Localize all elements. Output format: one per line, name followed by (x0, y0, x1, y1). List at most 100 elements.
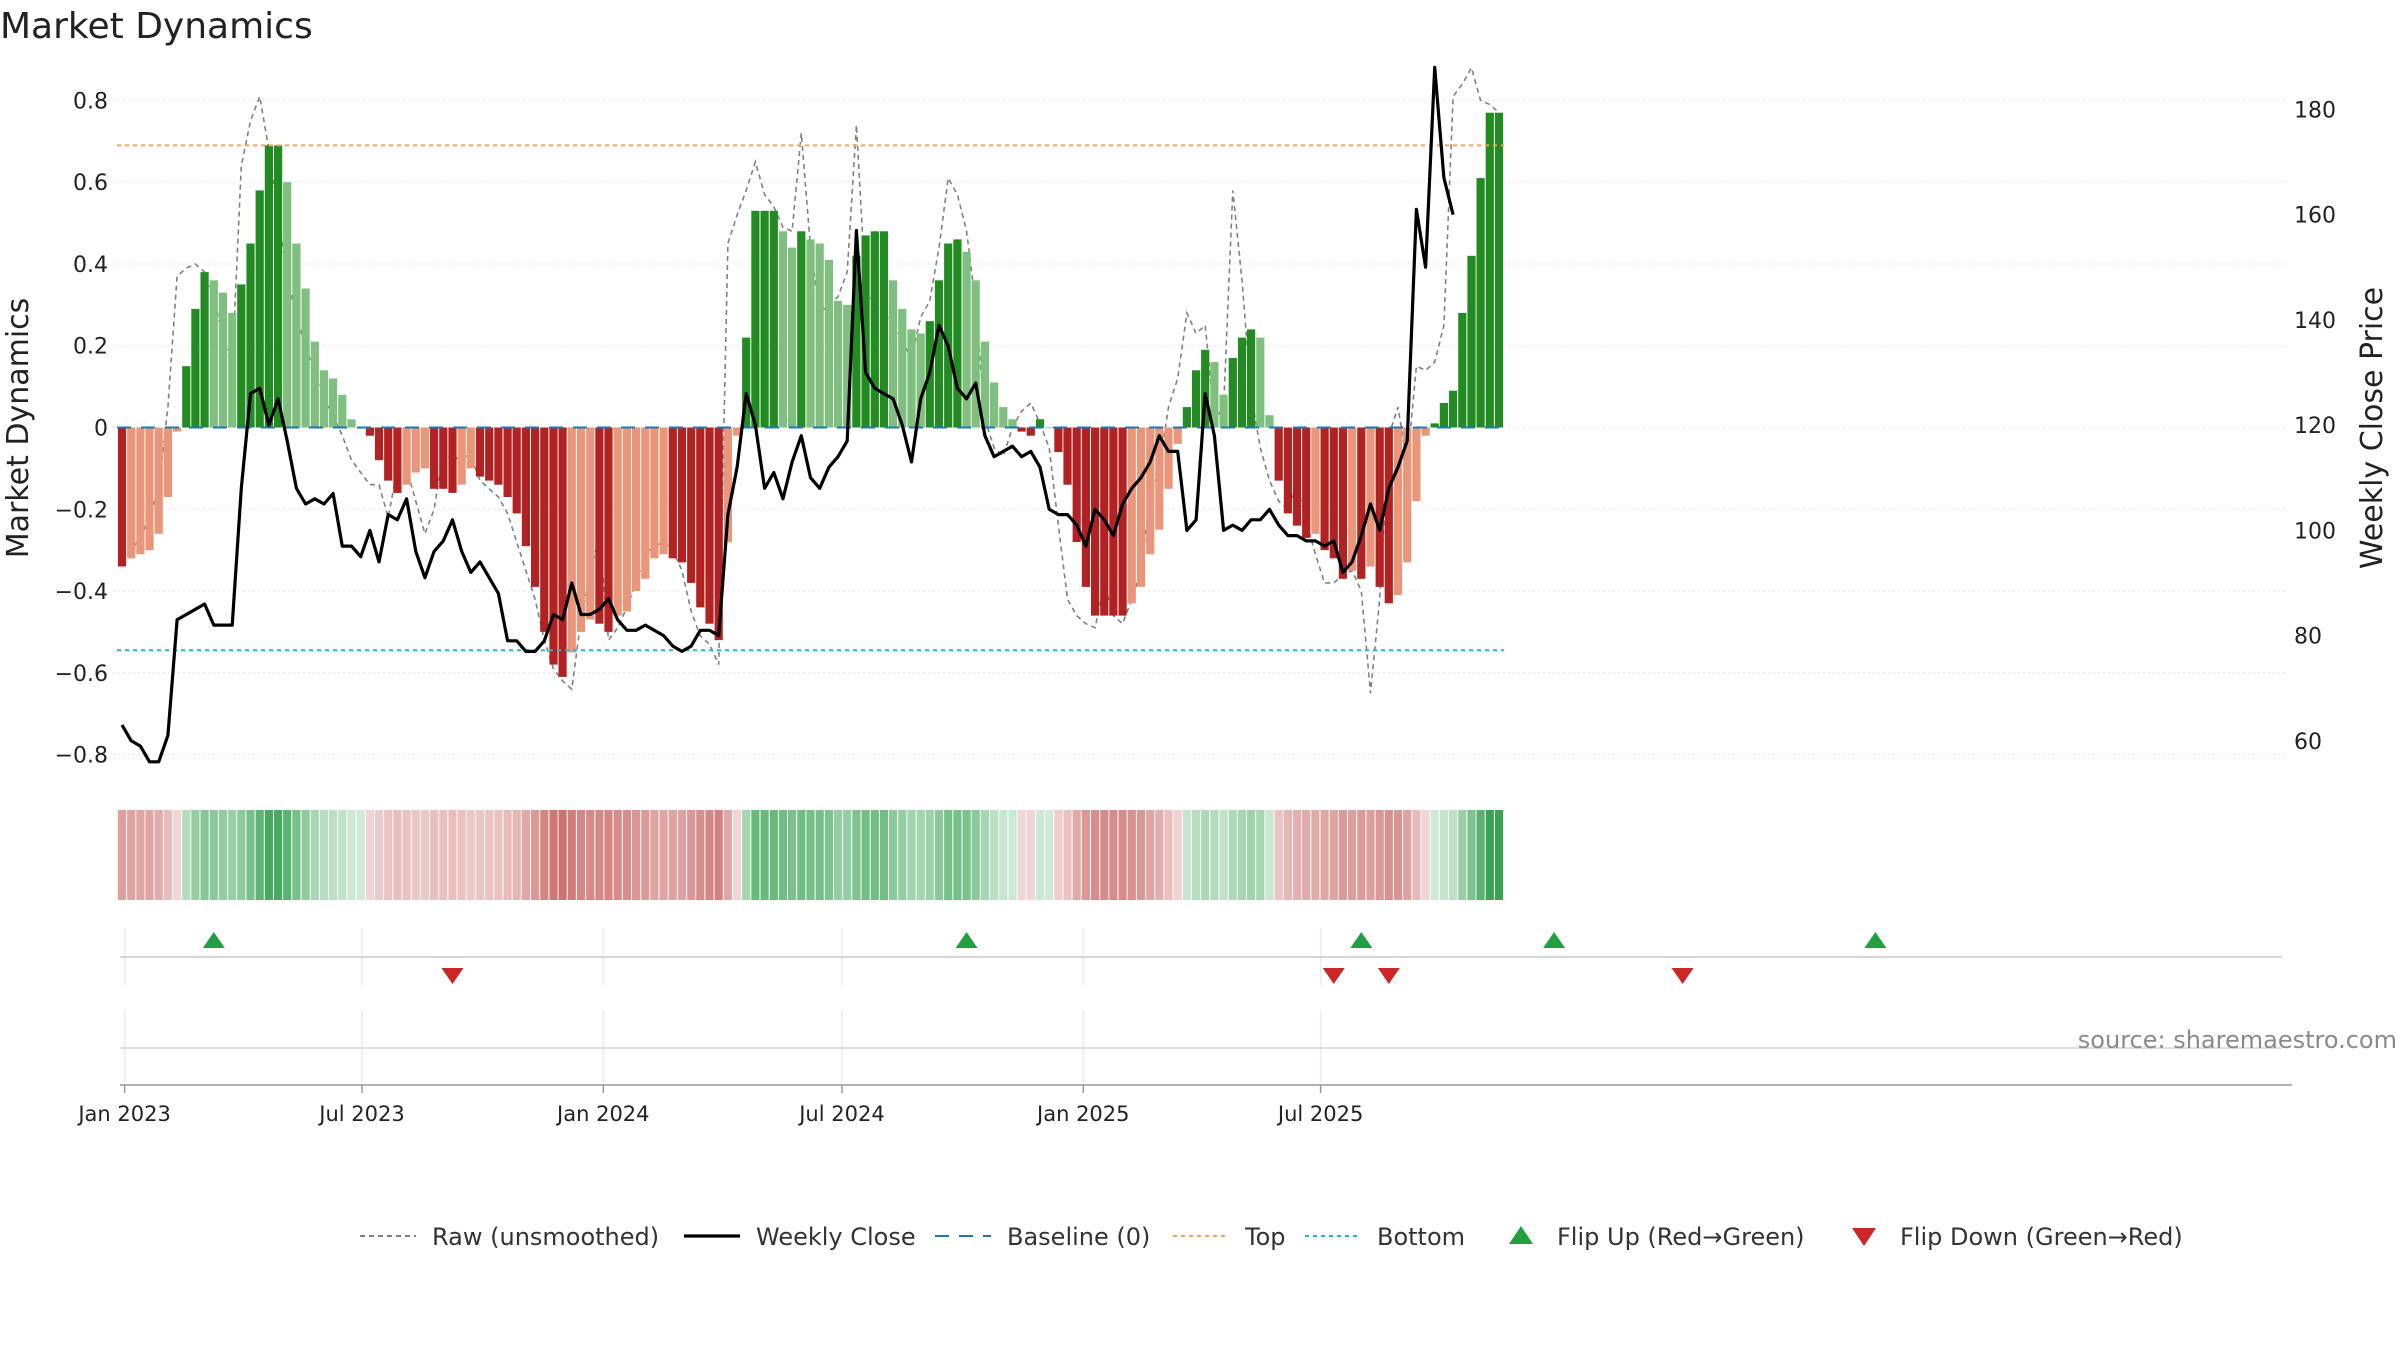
regime-strip-cell (439, 810, 448, 900)
regime-strip-cell (613, 810, 622, 900)
market-dynamics-bar (1127, 427, 1136, 604)
legend-item: Weekly Close (684, 1223, 916, 1251)
flip-down-marker (1671, 968, 1694, 984)
tick-labels: −0.8 −0.6 −0.4 −0.2 0 0.2 0.4 0.6 0.8 60 80 100 120 1… (55, 89, 2336, 768)
regime-strip-cell (200, 810, 209, 900)
regime-strip-cell (1127, 810, 1136, 900)
market-dynamics-bar (870, 231, 879, 428)
market-dynamics-bar (209, 280, 218, 428)
legend-label: Weekly Close (756, 1223, 916, 1251)
regime-strip-cell (650, 810, 659, 900)
regime-strip-cell (742, 810, 751, 900)
regime-strip-cell (1155, 810, 1164, 900)
regime-strip-cell (1366, 810, 1375, 900)
market-dynamics-bar (677, 427, 687, 563)
regime-strip-cell (999, 810, 1008, 900)
y2-tick-label: 120 (2294, 414, 2336, 439)
market-dynamics-bar (1192, 370, 1201, 428)
market-dynamics-bar (879, 231, 888, 428)
regime-strip-cell (329, 810, 338, 900)
y-tick-label: −0.8 (55, 744, 108, 769)
market-dynamics-bar (953, 239, 962, 428)
regime-strip-cell (714, 810, 723, 900)
market-dynamics-bar (448, 427, 457, 493)
market-dynamics-bar (824, 259, 833, 428)
regime-strip-cell (1485, 810, 1494, 900)
regime-strip-cell (549, 810, 558, 900)
market-dynamics-bar (1118, 427, 1127, 616)
market-dynamics-bar (503, 427, 512, 497)
regime-strip-cell (430, 810, 439, 900)
market-dynamics-bar (769, 210, 778, 428)
market-dynamics-bar (1008, 419, 1017, 428)
regime-strip-cell (1357, 810, 1366, 900)
regime-strip-cell (1035, 810, 1045, 900)
regime-strip-cell (1026, 810, 1035, 900)
market-dynamics-bar (246, 243, 255, 428)
regime-strip-cell (136, 810, 145, 900)
market-dynamics-bar (393, 427, 402, 493)
market-dynamics-bar (374, 427, 384, 461)
market-dynamics-bar (641, 427, 650, 579)
legend-item: Top (1173, 1223, 1286, 1251)
regime-strip-cell (1302, 810, 1311, 900)
regime-strip-cell (1008, 810, 1017, 900)
market-dynamics-bar (934, 280, 944, 428)
regime-strip-cell (733, 810, 742, 900)
regime-strip-cell (1219, 810, 1228, 900)
market-dynamics-bar (650, 427, 659, 559)
regime-strip-cell (889, 810, 898, 900)
regime-strip-cell (797, 810, 806, 900)
regime-strip-cell (1494, 810, 1504, 900)
regime-strip-cell (687, 810, 696, 900)
market-dynamics-bar (402, 427, 411, 485)
market-dynamics-bar (466, 427, 475, 469)
market-dynamics-bar (990, 382, 999, 428)
regime-strip-cell (264, 810, 273, 900)
y-tick-label: 0 (94, 417, 108, 442)
regime-strip-cell (1375, 810, 1384, 900)
market-dynamics-bar (971, 280, 980, 428)
market-dynamics-bar (154, 427, 163, 534)
market-dynamics-bar (1375, 427, 1384, 587)
regime-strip-cell (1136, 810, 1146, 900)
regime-strip-cell (1430, 810, 1439, 900)
legend-swatch-triangle-up (1509, 1226, 1533, 1244)
market-dynamics-bar (301, 288, 310, 428)
market-dynamics-bar (696, 427, 705, 608)
regime-strip-cell (1182, 810, 1191, 900)
regime-strip-cell (723, 810, 732, 900)
regime-strip-cell (788, 810, 797, 900)
regime-strip-cell (1228, 810, 1237, 900)
regime-strip-cell (971, 810, 980, 900)
regime-strip-cell (1476, 810, 1485, 900)
regime-strip-cell (962, 810, 971, 900)
flip-up-marker (1543, 932, 1566, 948)
regime-strip-cell (1292, 810, 1302, 900)
legend-item: Bottom (1305, 1223, 1465, 1251)
market-dynamics-bar (907, 329, 916, 428)
market-dynamics-bar (365, 427, 374, 436)
market-dynamics-bar (604, 427, 613, 632)
regime-strip-cell (1054, 810, 1063, 900)
regime-strip-cell (925, 810, 934, 900)
legend-item: Flip Down (Green→Red) (1852, 1223, 2183, 1251)
flip-up-marker (202, 932, 225, 948)
regime-strip-cell (228, 810, 237, 900)
regime-strip-cell (1164, 810, 1173, 900)
market-dynamics-bar (944, 243, 953, 428)
regime-strip-cell (218, 810, 228, 900)
flip-markers-panel (120, 932, 2282, 984)
market-dynamics-bar (200, 272, 209, 428)
market-dynamics-bar (1494, 112, 1504, 428)
market-dynamics-bar (1256, 337, 1265, 428)
market-dynamics-bar (1091, 427, 1100, 616)
regime-strip-cell (283, 810, 292, 900)
regime-strip-cell (384, 810, 393, 900)
market-dynamics-bar (439, 427, 448, 489)
market-dynamics-bar (173, 427, 182, 432)
market-dynamics-bar (475, 427, 485, 477)
market-dynamics-bar (1292, 427, 1302, 526)
regime-strip-cell (154, 810, 163, 900)
regime-strip-cell (255, 810, 264, 900)
